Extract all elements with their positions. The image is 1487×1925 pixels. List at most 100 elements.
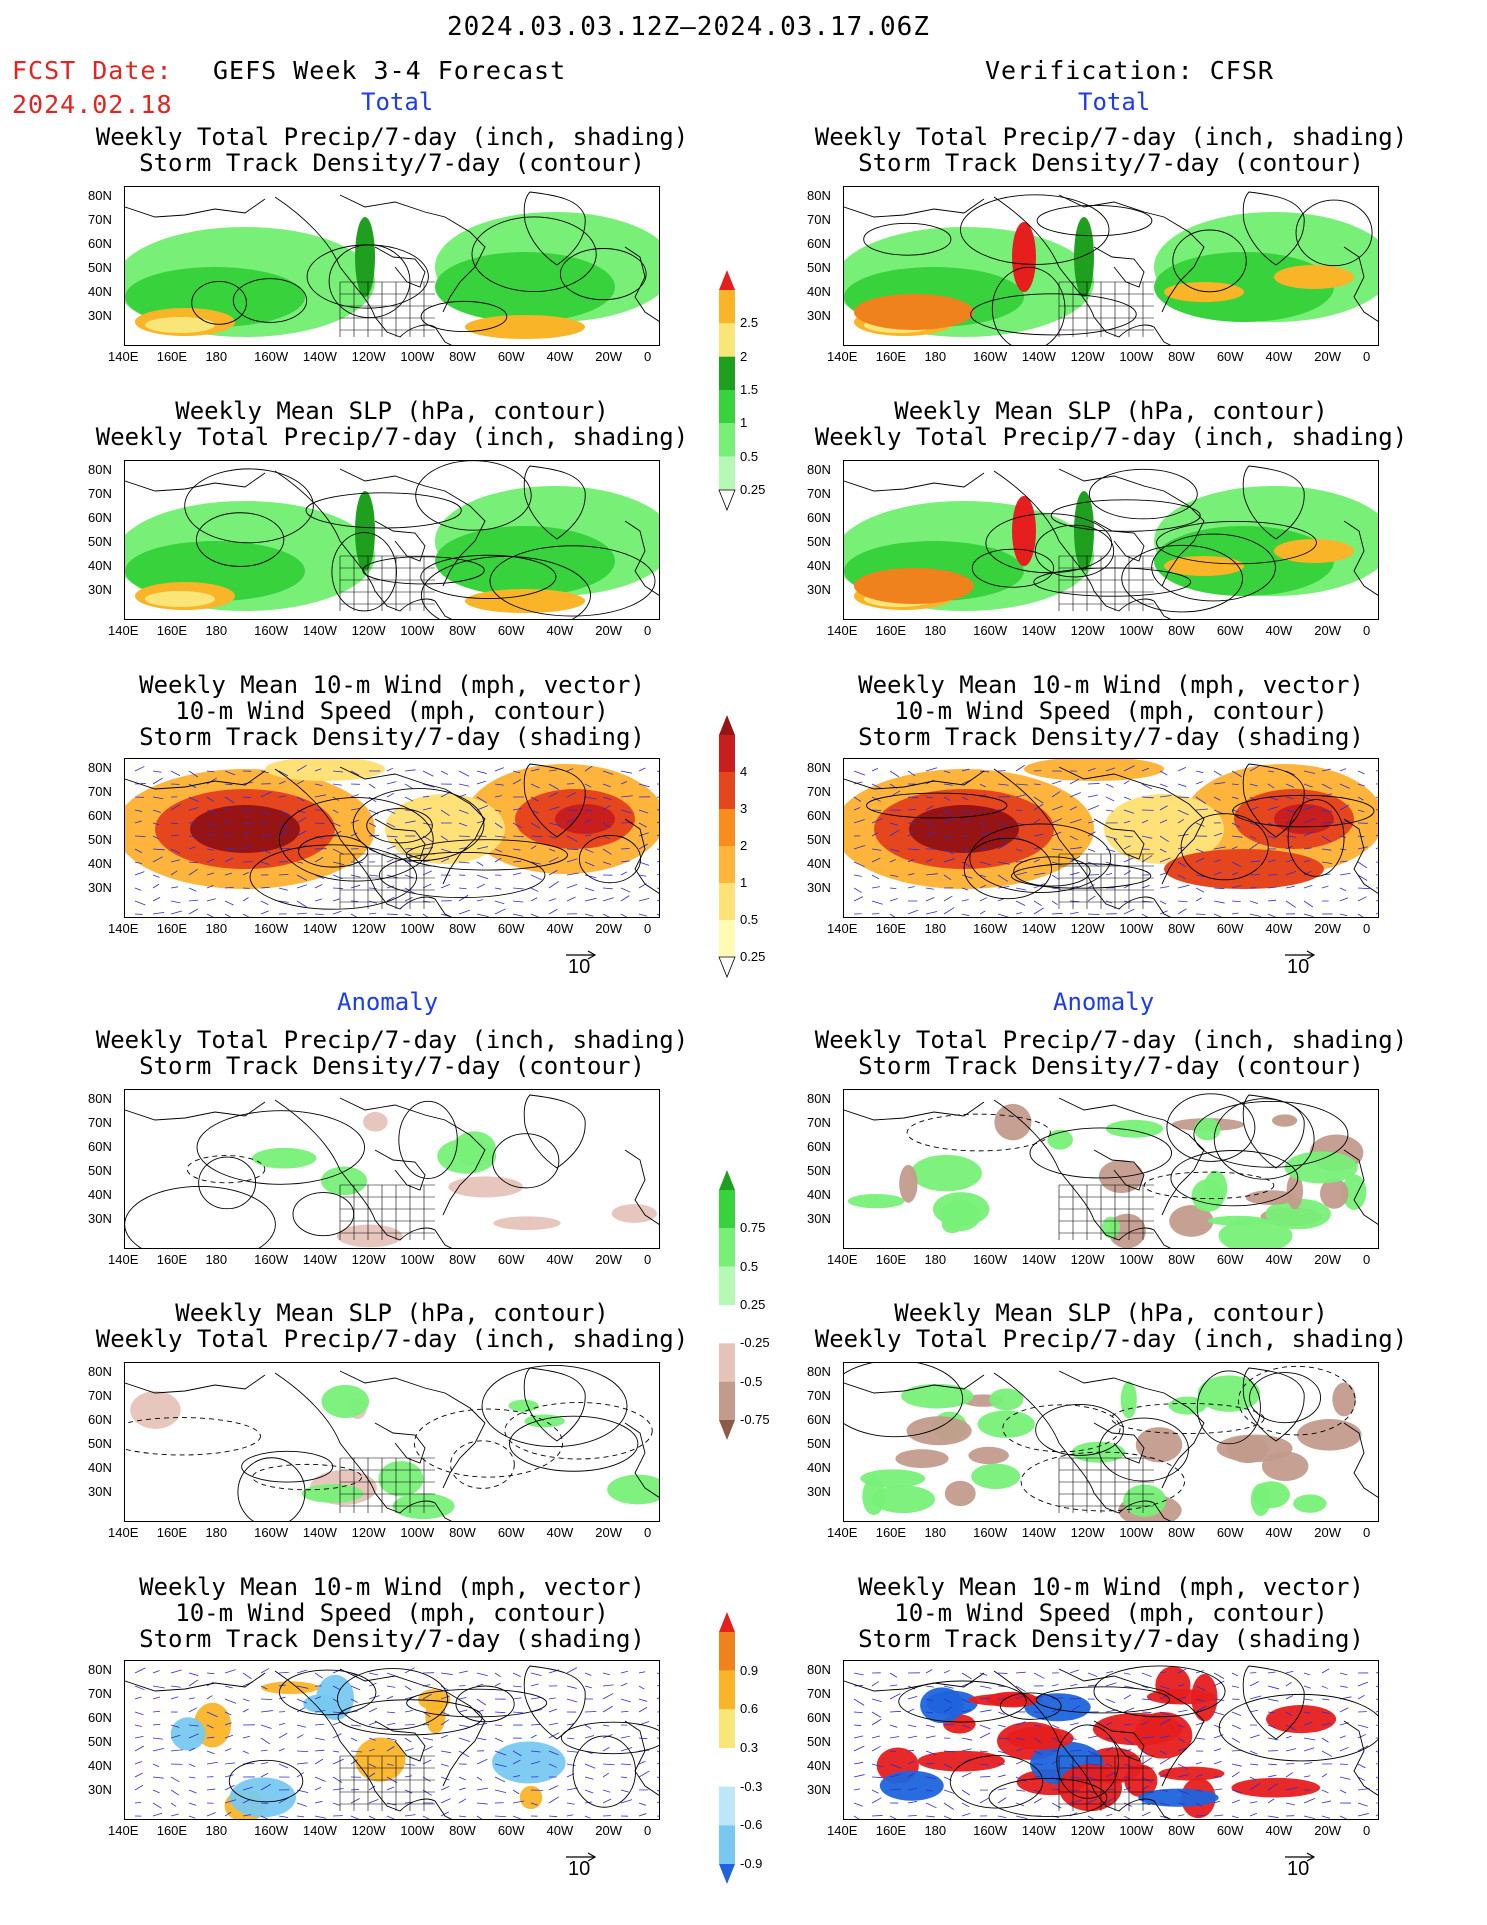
lat-label: 40N — [88, 1758, 112, 1773]
lon-label: 40W — [1265, 1252, 1293, 1267]
lon-label: 140E — [108, 1823, 139, 1838]
lon-label: 20W — [1314, 921, 1341, 936]
colorbar-anom-storm — [719, 1612, 735, 1884]
panel-title: Weekly Mean 10-m Wind (mph, vector) — [139, 1573, 645, 1601]
lon-label: 140E — [108, 1252, 139, 1267]
vector-ref-label: 10 — [1287, 956, 1310, 978]
lon-label: 160W — [973, 1823, 1008, 1838]
lon-label: 80W — [1168, 921, 1195, 936]
lat-label: 70N — [88, 1686, 112, 1701]
panel-title: Storm Track Density/7-day (contour) — [139, 1052, 645, 1080]
lat-label: 30N — [807, 582, 831, 597]
lon-label: 160E — [875, 1823, 907, 1838]
lon-label: 140W — [1021, 1823, 1056, 1838]
map-plot — [125, 461, 659, 619]
lon-label: 160E — [156, 1823, 188, 1838]
lon-label: 0 — [1363, 623, 1371, 638]
lat-label: 60N — [807, 1710, 831, 1725]
lon-label: 60W — [1216, 1525, 1244, 1540]
lon-label: 20W — [595, 1252, 622, 1267]
lat-label: 80N — [88, 1091, 112, 1106]
lon-label: 140E — [108, 349, 139, 364]
lat-label: 70N — [807, 1115, 831, 1130]
panel-title: Weekly Total Precip/7-day (inch, shading… — [814, 423, 1408, 451]
lon-label: 180 — [205, 623, 228, 638]
lon-label: 180 — [924, 1823, 947, 1838]
colorbar-label: -0.75 — [740, 1412, 770, 1427]
vector-ref-label: 10 — [568, 1858, 591, 1880]
map-panel — [843, 186, 1379, 346]
lat-label: 50N — [807, 1163, 831, 1178]
lon-label: 160E — [156, 349, 188, 364]
lon-label: 20W — [1314, 1252, 1341, 1267]
lat-label: 60N — [807, 510, 831, 525]
lon-label: 20W — [1314, 1823, 1341, 1838]
colorbar-total-precip — [718, 270, 736, 512]
lon-label: 120W — [1070, 1525, 1105, 1540]
lon-label: 160E — [875, 349, 907, 364]
colorbar-label: 0.75 — [740, 1220, 766, 1236]
panel-title: Weekly Mean SLP (hPa, contour) — [175, 1299, 609, 1327]
lon-label: 40W — [1265, 349, 1293, 364]
lat-label: 30N — [88, 1484, 112, 1499]
panel-title: Weekly Mean SLP (hPa, contour) — [175, 397, 609, 425]
lat-label: 80N — [88, 760, 112, 775]
lon-label: 0 — [644, 1525, 652, 1540]
lon-label: 180 — [924, 1525, 947, 1540]
lat-label: 30N — [807, 1782, 831, 1797]
lon-label: 40W — [1265, 1525, 1293, 1540]
lon-label: 140W — [302, 1525, 337, 1540]
lon-label: 100W — [400, 1252, 435, 1267]
left-anomaly-label: Anomaly — [337, 988, 439, 1016]
lon-label: 160W — [254, 1252, 289, 1267]
lon-label: 120W — [351, 349, 386, 364]
lon-label: 120W — [1070, 1823, 1105, 1838]
lat-label: 50N — [88, 1734, 112, 1749]
lon-label: 140E — [108, 921, 139, 936]
lat-label: 60N — [88, 808, 112, 823]
lat-label: 50N — [807, 260, 831, 275]
panel-title: Storm Track Density/7-day (shading) — [139, 723, 645, 751]
map-panel — [843, 1089, 1379, 1249]
lat-label: 30N — [88, 308, 112, 323]
panel-title: Weekly Mean 10-m Wind (mph, vector) — [858, 1573, 1364, 1601]
lon-label: 80W — [1168, 1823, 1195, 1838]
lat-label: 70N — [807, 1388, 831, 1403]
colorbar-label: -0.5 — [740, 1373, 763, 1389]
panel-title: Storm Track Density/7-day (shading) — [139, 1625, 645, 1653]
panel-title: Weekly Mean SLP (hPa, contour) — [894, 1299, 1328, 1327]
fcst-date: 2024.02.18 — [12, 90, 173, 119]
lon-label: 140E — [827, 1525, 858, 1540]
lon-label: 140E — [108, 1525, 139, 1540]
colorbar-label: 2 — [740, 348, 748, 364]
vector-ref-label: 10 — [568, 956, 591, 978]
map-plot — [125, 191, 659, 345]
lat-label: 40N — [807, 856, 831, 871]
vector-ref-arrow — [566, 950, 597, 960]
lat-label: 60N — [807, 1139, 831, 1154]
lat-label: 30N — [88, 582, 112, 597]
lon-label: 60W — [1216, 1252, 1244, 1267]
panel-title: Weekly Mean 10-m Wind (mph, vector) — [858, 671, 1364, 699]
lon-label: 160E — [875, 921, 907, 936]
lon-label: 80W — [449, 1823, 476, 1838]
lon-label: 40W — [546, 623, 574, 638]
lon-label: 160E — [875, 1252, 907, 1267]
left-title: GEFS Week 3-4 Forecast — [213, 56, 567, 85]
lon-label: 140W — [302, 1823, 337, 1838]
lon-label: 140E — [827, 1252, 858, 1267]
lon-label: 140W — [1021, 623, 1056, 638]
lat-label: 70N — [88, 784, 112, 799]
map-panel — [124, 1089, 660, 1249]
lon-label: 20W — [595, 1823, 622, 1838]
lat-label: 40N — [807, 1460, 831, 1475]
lon-label: 60W — [1216, 349, 1244, 364]
lon-label: 40W — [1265, 921, 1293, 936]
colorbar-label: -0.3 — [740, 1778, 763, 1794]
lon-label: 120W — [351, 1823, 386, 1838]
lon-label: 60W — [497, 921, 525, 936]
lon-label: 80W — [1168, 1252, 1195, 1267]
lat-label: 80N — [88, 462, 112, 477]
map-panel — [124, 1362, 660, 1522]
map-panel — [124, 1660, 660, 1820]
